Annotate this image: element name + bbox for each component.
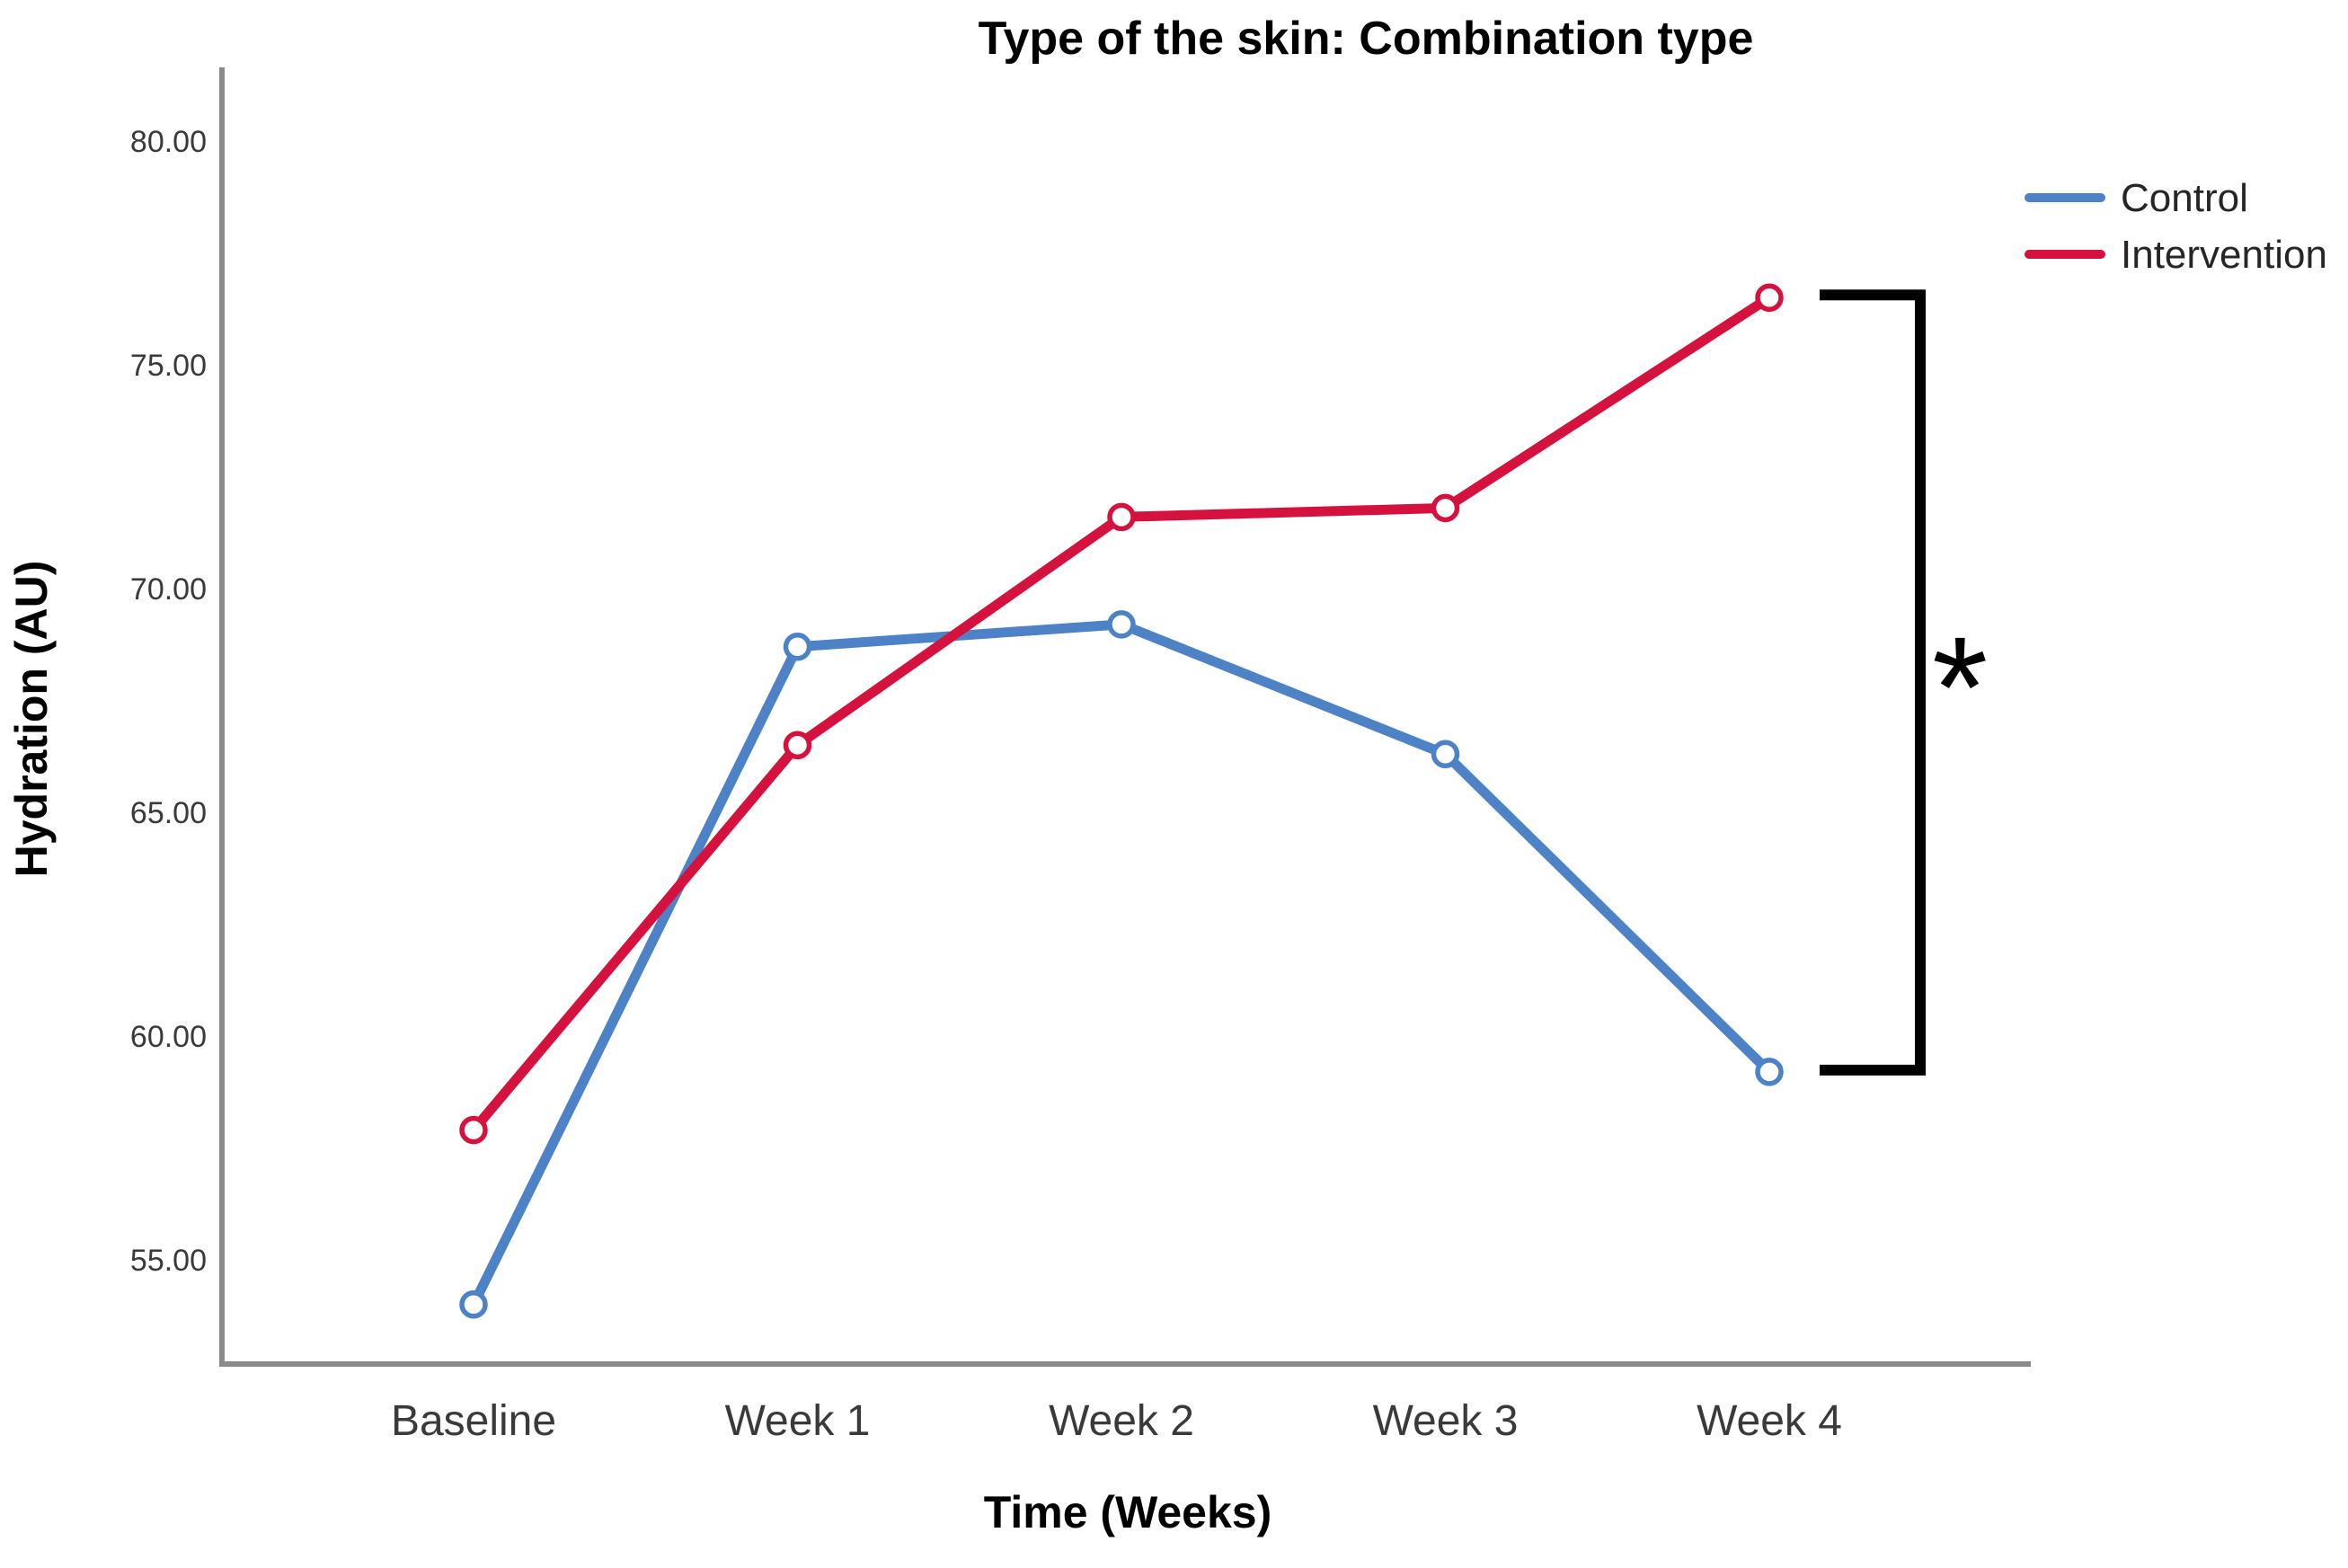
data-point-intervention (1107, 502, 1136, 532)
x-tick-label: Week 1 (725, 1397, 871, 1445)
legend-swatch-intervention (2025, 250, 2105, 259)
data-point-control (459, 1290, 488, 1319)
y-axis-label: Hydration (AU) (6, 561, 57, 878)
y-tick-label: 80.00 (130, 125, 207, 159)
plot-area: 55.00 60.00 65.00 70.00 75.00 80.00 Baseline We… (130, 67, 2327, 1445)
data-point-control (1755, 1058, 1784, 1086)
data-point-intervention (783, 731, 812, 760)
legend-label-intervention: Intervention (2121, 233, 2327, 277)
data-point-control (1107, 610, 1136, 639)
y-tick-label: 70.00 (130, 572, 207, 607)
x-tick-label: Week 2 (1049, 1397, 1194, 1445)
x-tick-label: Week 3 (1373, 1397, 1519, 1445)
series-line-intervention (468, 292, 1775, 1136)
significance-asterisk: * (1932, 607, 1988, 767)
x-tick-label: Week 4 (1697, 1397, 1842, 1445)
y-tick-label: 75.00 (130, 349, 207, 383)
y-tick-label: 60.00 (130, 1020, 207, 1054)
data-point-intervention (1755, 283, 1784, 313)
y-tick-label: 55.00 (130, 1244, 207, 1278)
data-point-intervention (1431, 493, 1460, 523)
legend-label-control: Control (2121, 176, 2248, 220)
data-point-control (1431, 740, 1460, 769)
significance-bracket (1820, 289, 1926, 1076)
data-point-intervention (459, 1115, 488, 1145)
series-line-control (468, 619, 1775, 1310)
chart-title: Type of the skin: Combination type (979, 13, 1754, 65)
y-tick-label: 65.00 (130, 796, 207, 830)
legend-swatch-control (2025, 193, 2105, 202)
data-point-control (783, 632, 812, 661)
x-axis-label: Time (Weeks) (984, 1487, 1272, 1537)
x-tick-label: Baseline (391, 1397, 556, 1445)
